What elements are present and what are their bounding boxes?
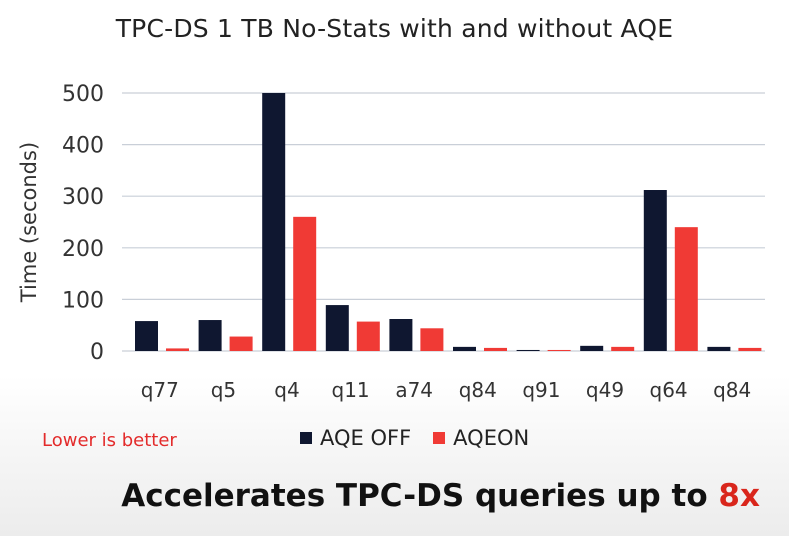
- y-tick-label: 400: [62, 134, 104, 159]
- x-tick-label: q84: [459, 378, 497, 402]
- bar-aqe-off-q4: [262, 93, 286, 351]
- bar-aqe-off-q5: [198, 320, 222, 351]
- x-tick-label: q64: [650, 378, 688, 402]
- bar-aqe-off-q64: [643, 190, 667, 351]
- bar-aqe-on-q49: [611, 346, 635, 351]
- bar-aqe-off-q84: [707, 346, 731, 351]
- bar-aqe-on-q4: [293, 216, 317, 351]
- x-tick-label: q49: [586, 378, 624, 402]
- bar-aqe-on-q91: [547, 349, 571, 351]
- bar-aqe-on-q77: [166, 348, 189, 351]
- bar-aqe-on-q84: [484, 347, 507, 351]
- bar-aqe-on-q84: [738, 347, 762, 351]
- bar-aqe-off-q91: [516, 349, 540, 351]
- gridlines: [122, 92, 765, 352]
- y-tick-label: 100: [62, 288, 104, 313]
- bar-aqe-on-q11: [356, 321, 380, 351]
- chart-title: TPC-DS 1 TB No-Stats with and without AQ…: [115, 14, 674, 43]
- bar-aqe-off-q49: [580, 345, 604, 351]
- y-axis-label: Time (seconds): [17, 142, 41, 303]
- y-tick-label: 200: [62, 237, 104, 262]
- lower-is-better-note: Lower is better: [42, 430, 177, 451]
- x-tick-label: q84: [713, 378, 751, 402]
- x-tick-label: q11: [332, 378, 370, 402]
- x-tick-label: q77: [141, 378, 179, 402]
- y-tick-label: 500: [62, 82, 104, 107]
- bar-aqe-off-q77: [135, 321, 158, 351]
- legend-label-aqe-off: AQE OFF: [320, 426, 412, 450]
- legend-swatch-aqe-on: [433, 432, 446, 444]
- x-tick-label: q5: [211, 378, 236, 402]
- x-tick-label: a74: [395, 378, 433, 402]
- legend-item-aqe-on: AQEON: [433, 426, 529, 450]
- bar-aqe-on-q64: [674, 227, 698, 351]
- bar-aqe-off-q11: [325, 305, 349, 351]
- bar-aqe-off-q84: [453, 346, 476, 351]
- legend-swatch-aqe-off: [300, 432, 312, 444]
- x-tick-label: q4: [274, 378, 299, 402]
- headline-accent: 8x: [718, 478, 760, 514]
- legend-item-aqe-off: AQE OFF: [300, 426, 411, 450]
- legend: AQE OFF AQEON: [300, 426, 551, 450]
- bar-aqe-on-a74: [420, 328, 444, 351]
- headline-text: Accelerates TPC-DS queries up to: [121, 478, 719, 514]
- legend-label-aqe-on: AQEON: [453, 426, 530, 450]
- bars: [135, 93, 762, 351]
- y-tick-label: 0: [90, 340, 104, 365]
- y-axis-ticks: 0 100 200 300 400 500: [62, 82, 104, 365]
- y-tick-label: 300: [62, 185, 104, 210]
- x-axis-ticks: q77 q5 q4 q11 a74 q84 q91 q49 q64 q84: [141, 378, 752, 402]
- headline: Accelerates TPC-DS queries up to 8x: [0, 478, 760, 514]
- bar-aqe-off-a74: [389, 319, 413, 351]
- x-tick-label: q91: [522, 378, 560, 402]
- bar-aqe-on-q5: [229, 336, 253, 351]
